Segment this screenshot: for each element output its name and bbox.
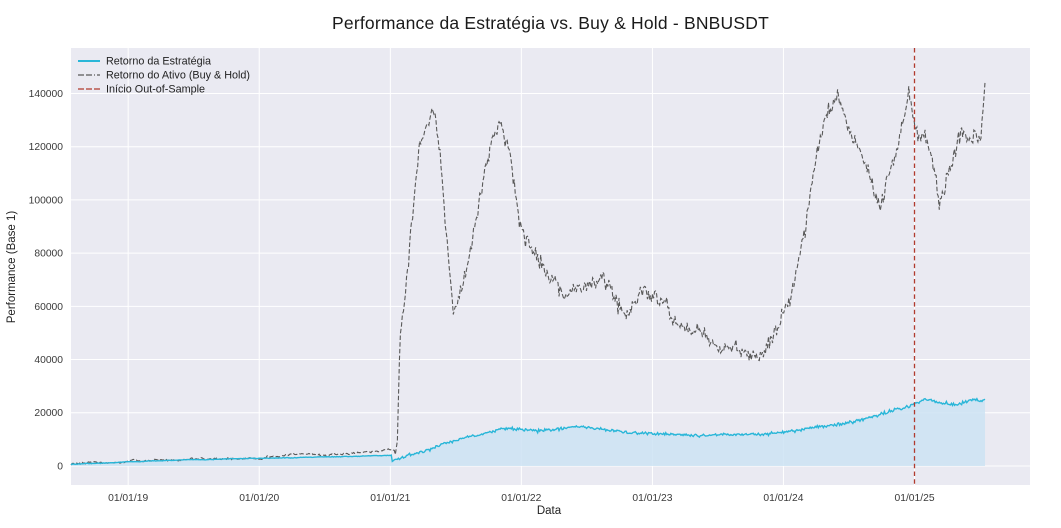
svg-text:40000: 40000: [34, 355, 63, 366]
svg-text:01/01/23: 01/01/23: [632, 493, 672, 504]
svg-text:Início Out-of-Sample: Início Out-of-Sample: [106, 84, 205, 96]
svg-text:80000: 80000: [34, 249, 63, 260]
svg-text:120000: 120000: [29, 142, 64, 153]
svg-text:01/01/20: 01/01/20: [239, 493, 279, 504]
svg-text:20000: 20000: [34, 408, 63, 419]
svg-text:Performance (Base 1): Performance (Base 1): [6, 211, 18, 324]
svg-text:Data: Data: [537, 505, 562, 517]
svg-text:01/01/22: 01/01/22: [501, 493, 541, 504]
svg-text:Retorno da Estratégia: Retorno da Estratégia: [106, 56, 211, 68]
svg-text:01/01/24: 01/01/24: [763, 493, 803, 504]
svg-text:01/01/19: 01/01/19: [108, 493, 148, 504]
svg-text:01/01/25: 01/01/25: [894, 493, 934, 504]
svg-text:01/01/21: 01/01/21: [370, 493, 410, 504]
svg-text:Retorno do Ativo (Buy & Hold): Retorno do Ativo (Buy & Hold): [106, 70, 250, 82]
svg-text:100000: 100000: [29, 195, 64, 206]
svg-text:60000: 60000: [34, 302, 63, 313]
svg-text:0: 0: [57, 461, 63, 472]
svg-text:140000: 140000: [29, 89, 64, 100]
